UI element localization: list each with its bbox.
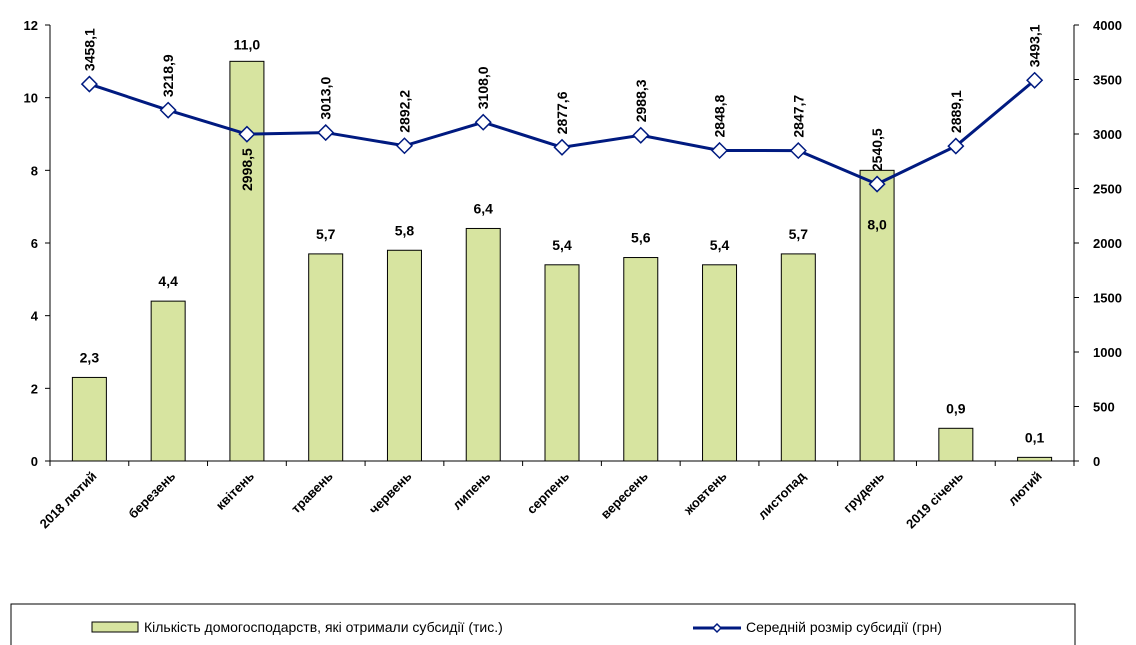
x-tick-label: липень: [449, 469, 493, 513]
bar-value-label: 5,4: [552, 237, 572, 253]
y-right-tick-label: 0: [1093, 454, 1100, 469]
line-point: [789, 142, 807, 160]
line-point: [632, 126, 650, 144]
bar-value-label: 5,6: [631, 230, 651, 246]
x-tick-label: червень: [366, 469, 415, 518]
line-value-label: 3493,1: [1027, 24, 1043, 67]
x-tick-label: листопад: [755, 468, 809, 522]
y-left-tick-label: 12: [24, 18, 38, 33]
line-value-label: 2848,8: [712, 94, 728, 137]
y-left-tick-label: 10: [24, 91, 38, 106]
bar-value-label: 6,4: [473, 200, 493, 216]
y-left-tick-label: 2: [31, 381, 38, 396]
y-right-tick-label: 4000: [1093, 18, 1122, 33]
line-value-label: 2998,5: [239, 148, 255, 191]
x-tick-label: серпень: [524, 469, 572, 517]
x-tick-label: жовтень: [680, 469, 730, 519]
line-value-label: 2988,3: [633, 79, 649, 122]
bar: [71, 376, 107, 462]
legend-box: [10, 603, 1076, 645]
bar: [229, 60, 265, 462]
bar: [465, 227, 501, 462]
bar: [544, 264, 580, 462]
y-right-tick-label: 1000: [1093, 345, 1122, 360]
bar-value-label: 8,0: [867, 216, 887, 232]
x-tick-label: 2018 лютий: [37, 469, 100, 532]
line-value-label: 3458,1: [81, 28, 97, 71]
legend-line-label: Середній розмір субсидії (грн): [746, 619, 942, 635]
line-value-label: 3013,0: [318, 77, 334, 120]
x-tick-label: грудень: [840, 469, 887, 516]
x-tick-label: квітень: [213, 469, 257, 513]
line-point: [947, 137, 965, 155]
legend: Кількість домогосподарств, які отримали …: [10, 603, 1076, 645]
bar: [780, 253, 816, 462]
bar-value-label: 11,0: [234, 36, 261, 52]
bar-value-label: 0,1: [1025, 429, 1045, 445]
line-value-label: 2877,6: [554, 91, 570, 134]
y-right-tick-label: 2500: [1093, 182, 1122, 197]
bar: [938, 427, 974, 462]
bar-value-label: 0,9: [946, 400, 966, 416]
line-point: [553, 138, 571, 156]
y-left-tick-label: 8: [31, 163, 38, 178]
line-point: [80, 75, 98, 93]
line-point: [238, 125, 256, 143]
line-point: [710, 141, 729, 160]
line-point: [159, 101, 177, 119]
line-value-label: 2540,5: [869, 128, 885, 171]
y-right-tick-label: 3000: [1093, 127, 1122, 142]
line-point: [474, 113, 492, 131]
bar-value-label: 5,7: [316, 226, 336, 242]
line-value-label: 3218,9: [160, 54, 176, 97]
bar: [859, 169, 895, 462]
bar: [150, 300, 186, 462]
bar-value-label: 4,4: [158, 273, 178, 289]
line-point: [1026, 71, 1044, 89]
legend-bar-label: Кількість домогосподарств, які отримали …: [144, 619, 503, 635]
line-value-label: 2847,7: [790, 95, 806, 138]
y-right-tick-label: 500: [1093, 400, 1115, 415]
y-left-tick-label: 0: [31, 454, 38, 469]
y-right-tick-label: 3500: [1093, 73, 1122, 88]
bar: [1017, 456, 1053, 462]
bar: [386, 249, 422, 462]
bar-value-label: 2,3: [80, 349, 100, 365]
y-left-tick-label: 4: [31, 309, 39, 324]
bar: [623, 257, 659, 462]
x-tick-label: березень: [125, 469, 178, 522]
line-value-label: 2892,2: [396, 90, 412, 133]
line-value-label: 3108,0: [475, 66, 491, 109]
y-right-tick-label: 2000: [1093, 236, 1122, 251]
line-point: [395, 137, 414, 155]
x-tick-label: вересень: [598, 469, 651, 522]
line-point: [317, 124, 335, 142]
y-left-tick-label: 6: [31, 236, 38, 251]
line-value-label: 2889,1: [948, 90, 964, 133]
legend-line-marker: [711, 622, 723, 634]
bar-value-label: 5,7: [789, 226, 809, 242]
x-tick-label: лютий: [1005, 469, 1045, 509]
bar-value-label: 5,8: [395, 222, 415, 238]
line-point: [868, 175, 886, 193]
x-tick-label: травень: [288, 469, 336, 517]
bar: [702, 264, 738, 462]
x-tick-label: 2019 січень: [903, 469, 966, 532]
line-series: [80, 71, 1044, 193]
legend-bar-swatch: [91, 621, 139, 633]
y-right-tick-label: 1500: [1093, 291, 1122, 306]
bar: [308, 253, 344, 462]
bar-value-label: 5,4: [710, 237, 730, 253]
data-labels: 2,3 4,4 11,0 5,7 5,8 6,4 5,4 5,6 5,4 5,7 8,0 0,9 0,1…: [80, 24, 1045, 445]
